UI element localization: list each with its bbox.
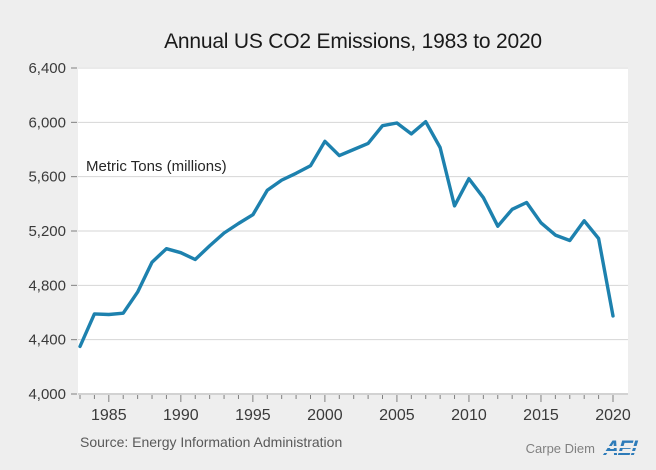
x-axis-labels: 1985 1990 1995 2000 2005 2010 2015 2020 (91, 407, 631, 424)
svg-text:4,400: 4,400 (28, 332, 66, 349)
y-axis-labels: 4,000 4,400 4,800 5,200 5,600 6,000 6,400 (28, 60, 66, 403)
branding-footer: Carpe Diem AEI (525, 437, 638, 460)
aei-logo: AEI (602, 437, 638, 460)
svg-text:5,600: 5,600 (28, 169, 66, 186)
chart-title: Annual US CO2 Emissions, 1983 to 2020 (164, 30, 542, 53)
svg-text:1995: 1995 (235, 407, 271, 424)
gridlines (71, 67, 628, 395)
svg-text:2000: 2000 (307, 407, 343, 424)
svg-text:1985: 1985 (91, 407, 127, 424)
svg-text:2010: 2010 (451, 407, 487, 424)
source-note: Source: Energy Information Administratio… (80, 434, 343, 450)
svg-text:5,200: 5,200 (28, 223, 66, 240)
y-units-label: Metric Tons (millions) (86, 158, 227, 175)
svg-text:1990: 1990 (163, 407, 199, 424)
svg-text:2020: 2020 (595, 407, 631, 424)
x-axis (79, 395, 614, 402)
emissions-line (78, 119, 615, 349)
svg-text:6,000: 6,000 (28, 114, 66, 131)
carpe-diem-label: Carpe Diem (525, 441, 595, 456)
svg-text:4,800: 4,800 (28, 277, 66, 294)
svg-text:6,400: 6,400 (28, 60, 66, 77)
svg-text:2015: 2015 (523, 407, 559, 424)
svg-text:4,000: 4,000 (28, 386, 66, 403)
svg-text:2005: 2005 (379, 407, 415, 424)
